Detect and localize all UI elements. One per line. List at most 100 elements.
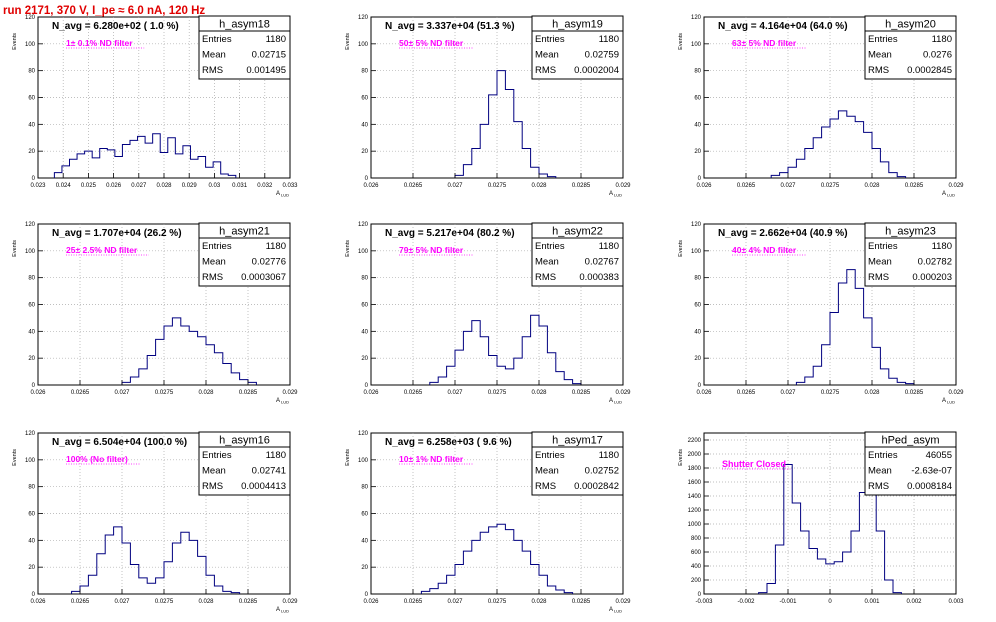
stats-label: Mean <box>535 257 559 268</box>
x-tick-label: 0.003 <box>948 599 964 605</box>
y-tick-label: 1600 <box>688 480 702 486</box>
y-tick-label: 1800 <box>688 466 702 472</box>
x-tick-label: 0.03 <box>209 183 221 189</box>
y-tick-label: 120 <box>358 431 369 437</box>
y-tick-label: 40 <box>361 122 368 128</box>
x-tick-label: 0.025 <box>81 183 97 189</box>
n-avg-label: N_avg = 6.258e+03 ( 9.6 %) <box>385 437 512 448</box>
x-tick-label: -0.001 <box>779 599 797 605</box>
y-tick-label: 100 <box>25 249 36 255</box>
x-tick-label: 0.0285 <box>572 599 591 605</box>
histogram-panel-h_asym16: 0.026 0.0265 0.027 0.0275 0.028 0.0285 0.029 0 2… <box>12 431 298 614</box>
stats-value: 0.0002004 <box>574 65 619 76</box>
n-avg-label: N_avg = 3.337e+04 (51.3 %) <box>385 21 515 32</box>
stats-label: RMS <box>535 272 556 283</box>
x-tick-label: 0.029 <box>615 390 631 396</box>
stats-value: 0.0276 <box>923 50 952 61</box>
filter-label: 100% (No filter) <box>66 454 128 464</box>
stats-box <box>531 15 624 80</box>
stats-label: RMS <box>868 481 889 492</box>
y-axis-title: Events <box>345 33 351 50</box>
stats-label: Mean <box>868 466 892 477</box>
y-tick-label: 60 <box>28 512 35 518</box>
stats-value: 0.02741 <box>252 466 286 477</box>
stats-value: 46055 <box>926 450 952 461</box>
histogram-panel-hPed_asym: -0.003 -0.002 -0.001 0 0.001 0.002 0.003 0 200 40… <box>678 431 964 605</box>
stats-label: Mean <box>202 50 226 61</box>
histogram-panel-h_asym18: 0.023 0.024 0.025 0.026 0.027 0.028 0.029 0.03 0… <box>12 15 298 198</box>
stats-value: 0.02782 <box>918 257 952 268</box>
x-tick-label: 0.026 <box>106 183 122 189</box>
histogram-panel-h_asym20: 0.026 0.0265 0.027 0.0275 0.028 0.0285 0.029 0 2… <box>678 15 964 198</box>
x-tick-label: 0.028 <box>198 390 214 396</box>
stats-box <box>198 431 291 496</box>
y-tick-label: 100 <box>358 458 369 464</box>
y-tick-label: 2200 <box>688 438 702 444</box>
n-avg-label: N_avg = 6.504e+04 (100.0 %) <box>52 437 187 448</box>
y-tick-label: 60 <box>361 96 368 102</box>
y-tick-label: 40 <box>694 122 701 128</box>
x-tick-label: 0.027 <box>447 390 463 396</box>
x-tick-label: 0.029 <box>282 390 298 396</box>
stats-label: Mean <box>535 466 559 477</box>
histogram-line <box>71 526 241 594</box>
x-tick-label: 0.028 <box>864 183 880 189</box>
y-tick-label: 100 <box>25 42 36 48</box>
x-tick-label: 0.026 <box>363 599 379 605</box>
stats-value: 0.001495 <box>246 65 286 76</box>
y-tick-label: 120 <box>358 222 369 228</box>
x-tick-label: 0.026 <box>30 390 46 396</box>
y-tick-label: 400 <box>691 564 702 570</box>
stats-label: Entries <box>868 34 898 45</box>
stats-value: 1180 <box>266 450 286 461</box>
histogram-line <box>53 133 237 178</box>
y-tick-label: 1200 <box>688 508 702 514</box>
x-tick-label: 0.028 <box>531 183 547 189</box>
stats-label: RMS <box>202 272 223 283</box>
y-tick-label: 60 <box>28 96 35 102</box>
y-tick-label: 1400 <box>688 494 702 500</box>
y-tick-label: 600 <box>691 550 702 556</box>
stats-label: Mean <box>868 257 892 268</box>
x-axis-title: ALUD <box>609 607 622 614</box>
stats-value: 0.02715 <box>252 50 286 61</box>
y-tick-label: 100 <box>358 249 369 255</box>
x-tick-label: 0.029 <box>282 599 298 605</box>
histogram-line <box>454 70 557 178</box>
x-tick-label: 0.0265 <box>404 183 423 189</box>
histogram-name: h_asym17 <box>552 435 603 447</box>
x-axis-title: ALUD <box>276 191 289 198</box>
n-avg-label: N_avg = 5.217e+04 (80.2 %) <box>385 228 515 239</box>
y-tick-label: 60 <box>361 303 368 309</box>
stats-value: 0.02776 <box>252 257 286 268</box>
histogram-panel-h_asym22: 0.026 0.0265 0.027 0.0275 0.028 0.0285 0.029 0 2… <box>345 222 631 405</box>
stats-label: Mean <box>202 466 226 477</box>
y-tick-label: 40 <box>28 538 35 544</box>
y-tick-label: 100 <box>358 42 369 48</box>
x-tick-label: 0.0285 <box>572 390 591 396</box>
stats-value: 0.0002845 <box>907 65 952 76</box>
stats-value: 0.02767 <box>585 257 619 268</box>
stats-label: Mean <box>868 50 892 61</box>
y-tick-label: 60 <box>694 303 701 309</box>
x-tick-label: 0.029 <box>182 183 198 189</box>
x-axis-title: ALUD <box>942 191 955 198</box>
x-tick-label: 0.024 <box>56 183 72 189</box>
histogram-panel-h_asym17: 0.026 0.0265 0.027 0.0275 0.028 0.0285 0.029 0 2… <box>345 431 631 614</box>
y-tick-label: 20 <box>28 356 35 362</box>
y-tick-label: 40 <box>694 329 701 335</box>
x-tick-label: 0.029 <box>615 183 631 189</box>
y-tick-label: 800 <box>691 536 702 542</box>
histogram-line <box>121 317 257 385</box>
y-tick-label: 0 <box>365 592 369 598</box>
y-tick-label: 20 <box>361 149 368 155</box>
stats-value: 1180 <box>932 241 952 252</box>
y-tick-label: 20 <box>694 149 701 155</box>
x-axis-title: ALUD <box>942 398 955 405</box>
x-tick-label: 0.0275 <box>488 183 507 189</box>
x-tick-label: 0.027 <box>780 390 796 396</box>
histogram-panel-h_asym23: 0.026 0.0265 0.027 0.0275 0.028 0.0285 0.029 0 2… <box>678 222 964 405</box>
x-tick-label: 0.029 <box>948 390 964 396</box>
x-axis-title: ALUD <box>609 398 622 405</box>
y-tick-label: 0 <box>698 383 702 389</box>
